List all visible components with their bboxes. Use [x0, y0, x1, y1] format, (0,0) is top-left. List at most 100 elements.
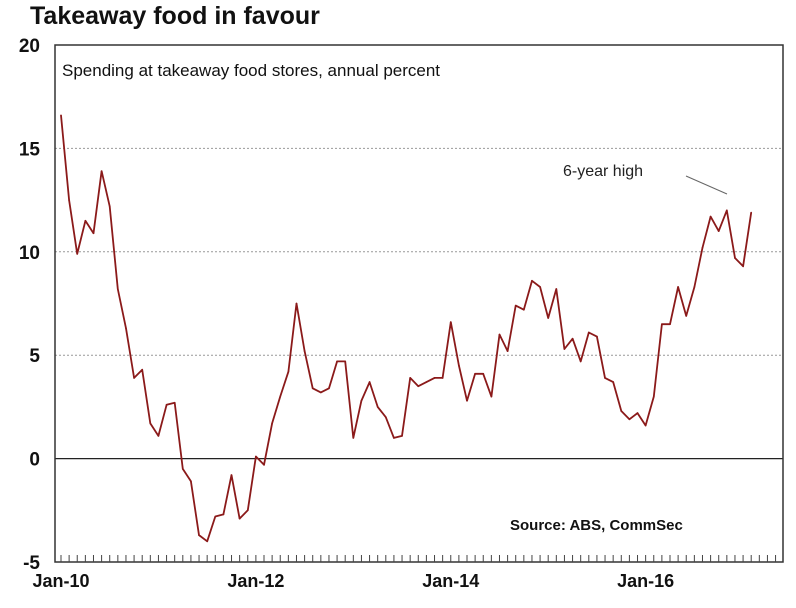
data-point — [279, 395, 282, 398]
y-tick-label: 5 — [29, 346, 40, 367]
x-tick-label: Jan-16 — [617, 571, 674, 591]
data-point — [271, 422, 273, 425]
data-point — [60, 114, 62, 117]
data-point — [165, 404, 168, 406]
data-point — [141, 368, 143, 371]
data-point — [742, 265, 744, 268]
data-point — [652, 395, 655, 398]
x-tick-label: Jan-14 — [422, 571, 479, 591]
chart-subtitle: Spending at takeaway food stores, annual… — [62, 61, 440, 80]
data-point — [303, 350, 306, 352]
data-point — [92, 232, 95, 234]
annotation-pointer — [685, 175, 728, 195]
data-point — [117, 288, 119, 290]
data-point — [214, 515, 217, 518]
data-point — [409, 377, 411, 379]
data-point — [173, 401, 176, 404]
data-point — [149, 422, 152, 425]
data-point — [401, 435, 403, 437]
data-point — [458, 364, 460, 367]
data-point — [685, 315, 688, 317]
y-tick-label: -5 — [23, 553, 40, 574]
data-point — [604, 377, 606, 379]
data-point — [206, 540, 208, 543]
data-point — [474, 373, 476, 375]
data-point — [734, 257, 736, 259]
data-point — [531, 279, 533, 282]
data-point — [563, 348, 566, 350]
source-note: Source: ABS, CommSec — [510, 517, 683, 534]
data-point — [466, 399, 468, 402]
data-point — [76, 253, 79, 255]
data-point — [636, 412, 639, 414]
data-point — [571, 337, 574, 340]
data-point — [198, 534, 200, 536]
data-point — [523, 308, 525, 311]
data-point — [717, 230, 720, 232]
y-tick-label: 15 — [19, 139, 41, 160]
data-point — [100, 170, 103, 172]
chart-title: Takeaway food in favour — [30, 2, 320, 30]
data-line — [60, 115, 753, 543]
data-point — [263, 464, 265, 466]
data-point — [125, 327, 127, 330]
y-tick-label: 10 — [19, 243, 40, 264]
data-point — [320, 391, 322, 394]
data-point — [230, 474, 233, 476]
y-tick-label: 0 — [29, 450, 40, 471]
data-point — [311, 387, 314, 390]
data-point — [328, 387, 330, 390]
data-point — [539, 286, 541, 288]
data-point — [433, 377, 436, 379]
plot-frame — [54, 44, 784, 563]
data-point — [726, 209, 728, 212]
data-point — [612, 381, 614, 383]
data-point — [498, 333, 501, 336]
data-point — [352, 437, 355, 439]
data-point — [133, 377, 135, 379]
data-point — [579, 360, 582, 363]
data-point — [490, 395, 493, 398]
data-point — [482, 373, 485, 375]
data-point — [108, 205, 111, 208]
data-point — [506, 350, 509, 352]
data-point — [669, 323, 671, 325]
data-point — [596, 335, 598, 338]
data-point — [84, 219, 87, 222]
data-point — [190, 480, 192, 483]
y-tick-label: 20 — [19, 36, 40, 57]
x-tick-label: Jan-12 — [227, 571, 284, 591]
data-point — [336, 360, 338, 363]
annotation-label: 6-year high — [563, 163, 643, 180]
data-point — [693, 286, 696, 288]
data-point — [661, 323, 663, 325]
data-point — [514, 304, 517, 307]
data-point — [588, 331, 590, 334]
data-point — [620, 410, 623, 412]
data-point — [376, 406, 379, 408]
data-point — [295, 302, 298, 305]
data-point — [628, 418, 631, 421]
data-point — [644, 424, 647, 427]
data-point — [255, 455, 257, 458]
data-point — [182, 468, 184, 470]
data-point — [417, 385, 420, 388]
data-point — [344, 360, 347, 363]
data-point — [157, 435, 160, 437]
data-point — [238, 517, 241, 520]
data-point — [750, 211, 752, 214]
data-point — [393, 437, 395, 439]
x-tick-label: Jan-10 — [32, 571, 89, 591]
data-point — [287, 370, 290, 373]
data-point — [709, 215, 712, 218]
data-point — [68, 199, 70, 201]
data-point — [547, 317, 549, 319]
data-point — [701, 246, 704, 249]
data-point — [449, 321, 452, 323]
data-point — [555, 288, 558, 290]
data-point — [222, 513, 225, 516]
data-point — [385, 416, 387, 419]
data-point — [441, 377, 444, 379]
data-point — [368, 381, 371, 383]
